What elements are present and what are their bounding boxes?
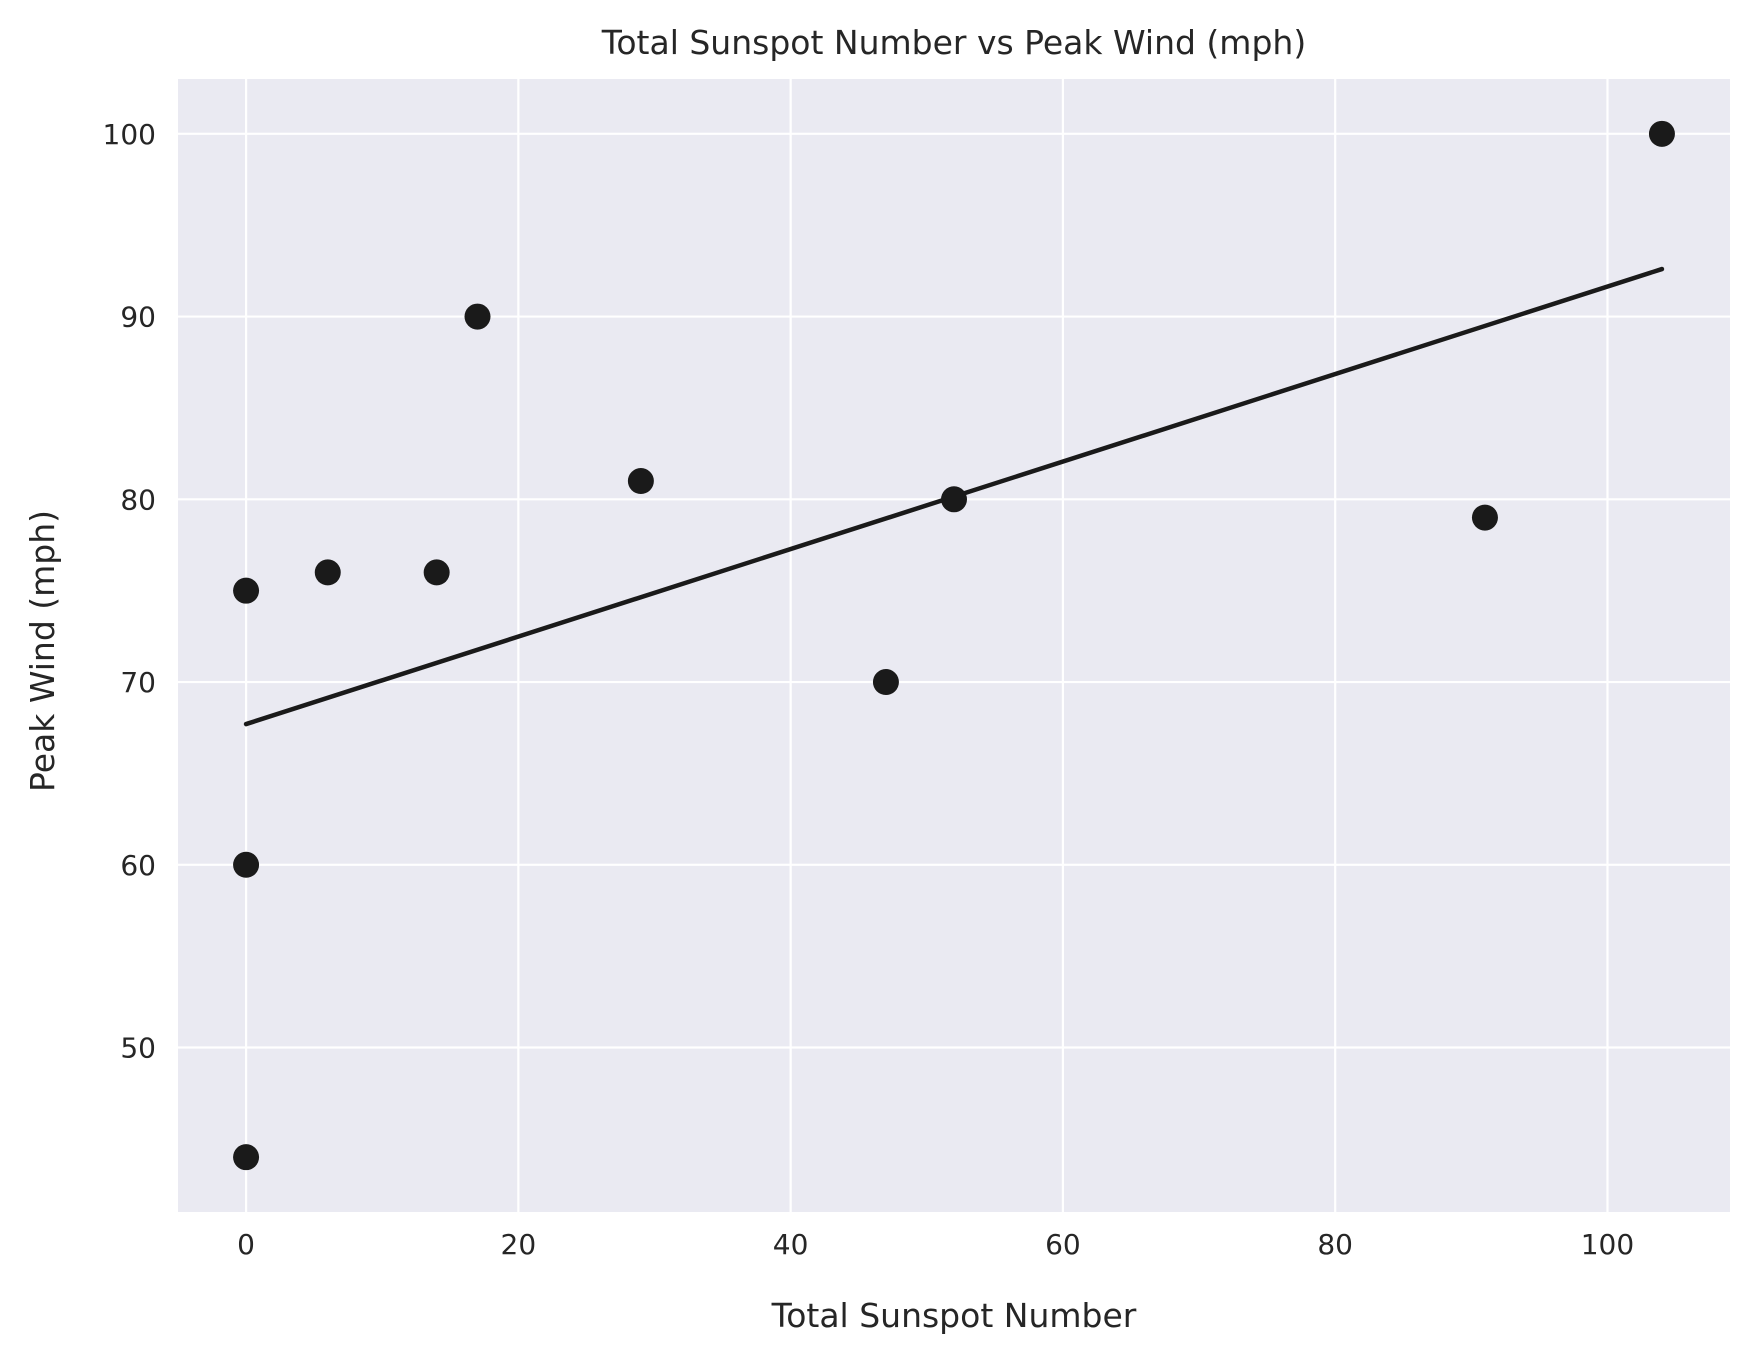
- data-point: [941, 486, 967, 513]
- y-tick-label: 50: [120, 1032, 156, 1065]
- x-tick-label: 100: [1581, 1228, 1634, 1261]
- tick-labels: 0 20 40 60 80 100 50 60 70 80 90 100: [103, 118, 1635, 1261]
- y-tick-label: 60: [120, 849, 156, 882]
- data-point: [1471, 504, 1498, 531]
- plot-area: [178, 79, 1730, 1212]
- y-axis-label: Peak Wind (mph): [23, 510, 62, 792]
- data-point: [233, 851, 260, 878]
- data-point: [627, 468, 654, 495]
- x-tick-label: 0: [237, 1228, 255, 1261]
- y-tick-label: 100: [103, 118, 156, 151]
- data-point: [1648, 120, 1675, 147]
- data-points: [233, 120, 1675, 1171]
- data-point: [314, 559, 341, 586]
- x-tick-label: 40: [773, 1228, 809, 1261]
- data-point: [233, 577, 260, 604]
- x-tick-label: 60: [1045, 1228, 1081, 1261]
- y-tick-label: 90: [120, 301, 156, 334]
- data-point: [423, 559, 450, 586]
- chart-title: Total Sunspot Number vs Peak Wind (mph): [601, 23, 1306, 62]
- data-point: [872, 669, 899, 696]
- data-point: [233, 1144, 260, 1171]
- x-tick-label: 80: [1317, 1228, 1353, 1261]
- x-axis-label: Total Sunspot Number: [771, 1296, 1137, 1335]
- x-tick-label: 20: [501, 1228, 537, 1261]
- y-tick-label: 70: [120, 666, 156, 699]
- data-point: [464, 303, 491, 330]
- y-tick-label: 80: [120, 483, 156, 516]
